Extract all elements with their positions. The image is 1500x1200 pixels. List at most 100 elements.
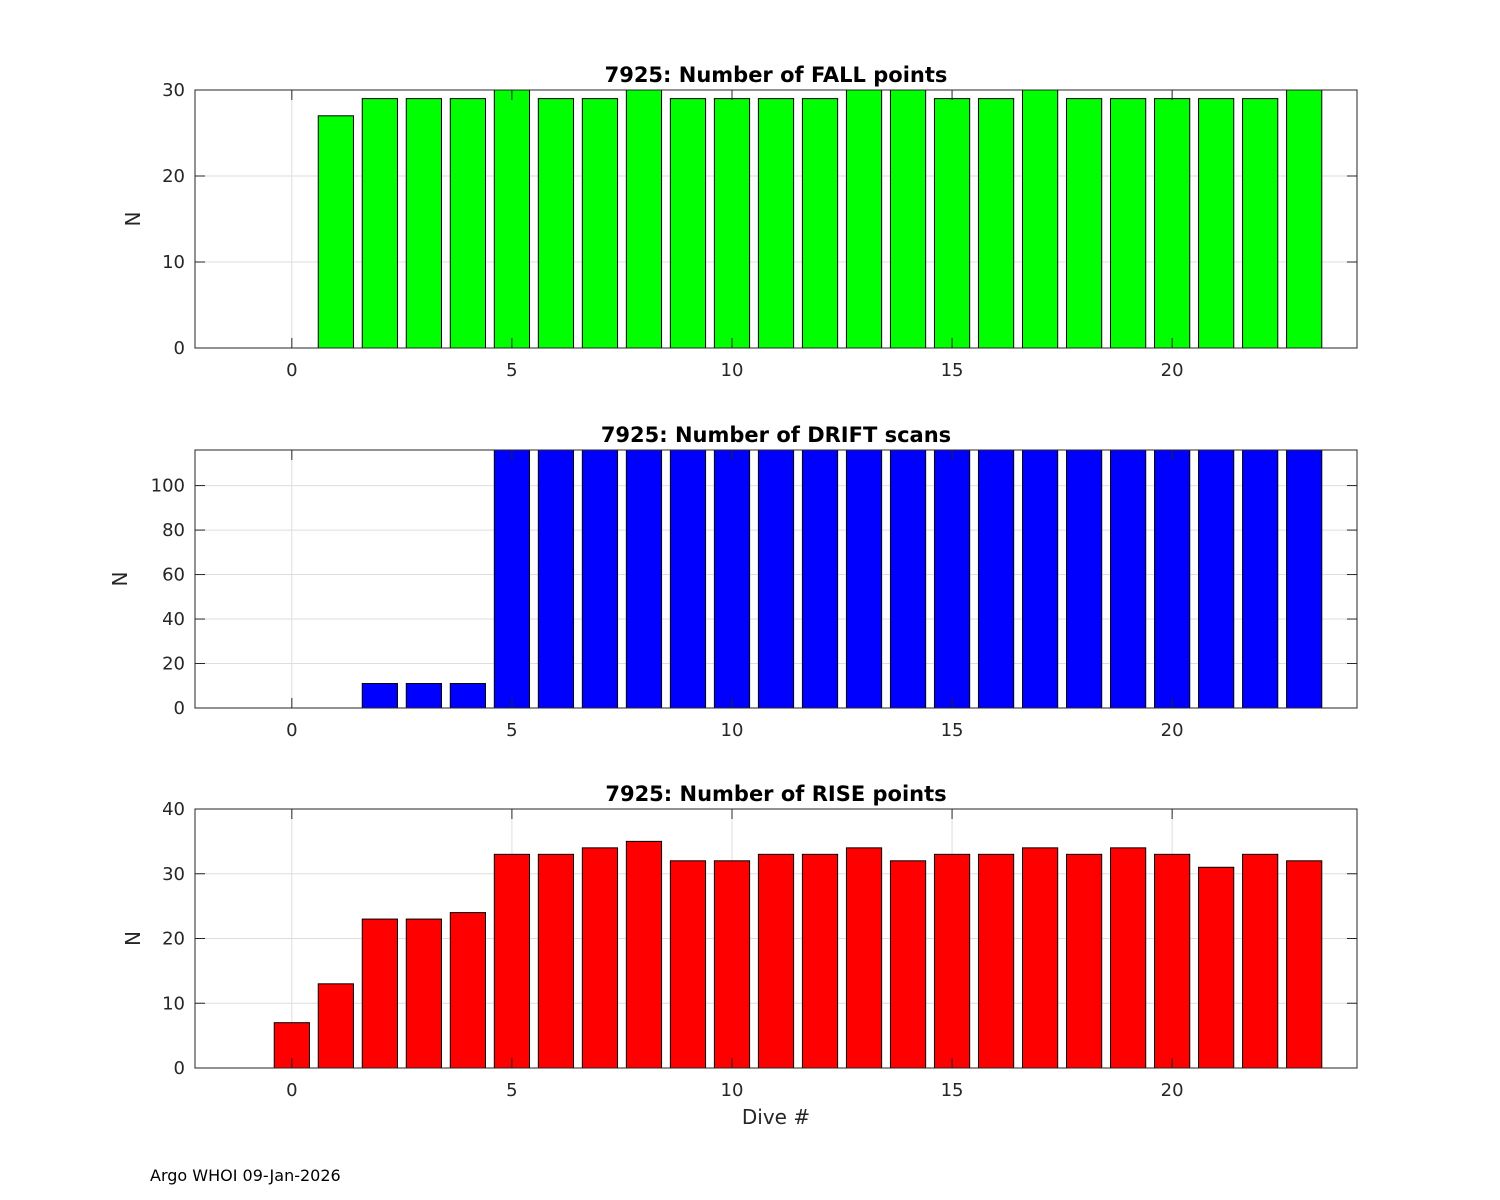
x-tick-label: 5: [506, 1080, 517, 1101]
bar: [625, 89, 663, 349]
bar: [581, 98, 619, 349]
bar: [977, 98, 1015, 349]
bar: [1110, 98, 1147, 349]
bar: [361, 98, 398, 349]
axes-frame: [194, 89, 1358, 349]
y-tick-label: 10: [162, 252, 185, 273]
bar: [933, 98, 971, 349]
bar: [713, 860, 751, 1069]
bar: [537, 98, 575, 349]
bar: [1066, 449, 1103, 709]
bar: [581, 847, 619, 1069]
y-tick-label: 0: [174, 1058, 185, 1079]
y-axis-label: N: [108, 572, 132, 587]
bar: [669, 449, 707, 709]
bar: [1110, 847, 1147, 1069]
bar: [449, 98, 486, 349]
bar: [669, 98, 707, 349]
bar: [845, 847, 883, 1069]
bar: [1154, 449, 1191, 709]
footer-credit: Argo WHOI 09-Jan-2026: [150, 1166, 341, 1185]
bar: [1021, 89, 1059, 349]
bar: [669, 860, 707, 1069]
chart-panel-3: 0 5 10 15 20 0 10 20 30 40 7925: Number of RISE po…: [121, 782, 1358, 1129]
chart-title: 7925: Number of RISE points: [605, 782, 946, 806]
y-axis-label: N: [121, 212, 145, 227]
x-tick-label: 10: [721, 720, 744, 741]
bar: [1242, 449, 1279, 709]
y-tick-label: 40: [162, 799, 185, 820]
bar: [1198, 98, 1235, 349]
x-tick-label: 15: [941, 360, 964, 381]
y-tick-label: 10: [162, 993, 185, 1014]
y-tick-label: 100: [151, 476, 185, 497]
x-tick-label: 0: [286, 720, 297, 741]
bar: [1154, 98, 1191, 349]
bar: [1066, 853, 1103, 1069]
y-tick-label: 40: [162, 609, 185, 630]
bar: [1021, 449, 1059, 709]
bar: [1242, 98, 1279, 349]
y-tick-label: 0: [174, 698, 185, 719]
y-tick-label: 20: [162, 929, 185, 950]
x-axis-label: Dive #: [742, 1105, 810, 1129]
axes-frame: [194, 449, 1358, 709]
bar: [889, 89, 927, 349]
x-tick-label: 0: [286, 1080, 297, 1101]
x-tick-label: 5: [506, 360, 517, 381]
chart-panel-1: 0 5 10 15 20 0 10 20 30 7925: Number of FALL poin…: [121, 63, 1358, 381]
chart-title: 7925: Number of DRIFT scans: [601, 423, 951, 447]
bar: [1154, 853, 1191, 1069]
bar: [493, 89, 531, 349]
bar: [889, 449, 927, 709]
bar: [845, 449, 883, 709]
x-tick-label: 20: [1161, 1080, 1184, 1101]
x-tick-label: 20: [1161, 360, 1184, 381]
bar: [1021, 847, 1059, 1069]
x-tick-label: 10: [721, 360, 744, 381]
y-tick-label: 20: [162, 654, 185, 675]
bar: [889, 860, 927, 1069]
bar: [537, 449, 575, 709]
bar: [713, 449, 751, 709]
y-tick-label: 30: [162, 864, 185, 885]
chart-panel-2: 0 5 10 15 20 0 20 40 60 80 100 7925: Number of DRIF…: [108, 423, 1358, 741]
chart-title: 7925: Number of FALL points: [605, 63, 948, 87]
bar: [581, 449, 619, 709]
bar: [1066, 98, 1103, 349]
bar: [757, 853, 795, 1069]
y-tick-label: 80: [162, 520, 185, 541]
bar: [933, 853, 971, 1069]
y-tick-label: 30: [162, 80, 185, 101]
bar: [1286, 449, 1323, 709]
bar: [625, 840, 663, 1069]
bar: [493, 853, 531, 1069]
bar: [1198, 449, 1235, 709]
bar: [757, 98, 795, 349]
y-tick-label: 60: [162, 565, 185, 586]
x-tick-label: 0: [286, 360, 297, 381]
bar: [361, 683, 398, 709]
bar: [757, 449, 795, 709]
bar: [1286, 89, 1323, 349]
bar: [1110, 449, 1147, 709]
bar: [977, 853, 1015, 1069]
x-tick-label: 20: [1161, 720, 1184, 741]
bar: [449, 912, 486, 1069]
bar: [845, 89, 883, 349]
bar: [317, 115, 354, 349]
x-tick-label: 15: [941, 1080, 964, 1101]
bar: [801, 449, 839, 709]
bar: [405, 98, 442, 349]
bar: [537, 853, 575, 1069]
bar: [317, 983, 354, 1069]
y-axis-label: N: [121, 931, 145, 946]
bar: [405, 683, 442, 709]
bar: [493, 449, 531, 709]
bar: [977, 449, 1015, 709]
bar: [801, 853, 839, 1069]
bar: [713, 98, 751, 349]
bar: [405, 918, 442, 1069]
y-tick-label: 20: [162, 166, 185, 187]
